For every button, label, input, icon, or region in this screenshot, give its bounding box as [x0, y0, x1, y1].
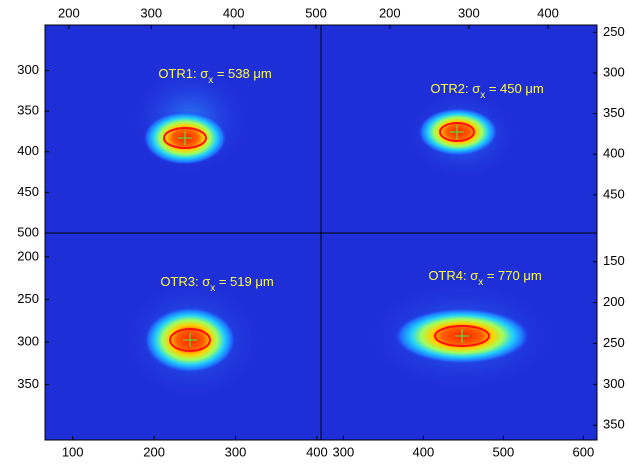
- y-tick-label: 400: [17, 143, 39, 158]
- x-tick-label: 200: [379, 5, 401, 20]
- x-tick-label: 100: [62, 444, 84, 459]
- y-tick-label: 350: [17, 103, 39, 118]
- x-tick-label: 600: [573, 444, 595, 459]
- annotation-suffix: = 770 μm: [483, 268, 541, 283]
- fit-ellipse: [169, 328, 211, 352]
- x-tick-label: 500: [493, 444, 515, 459]
- centroid: [455, 329, 469, 343]
- annotation-subscript: x: [480, 90, 485, 101]
- x-tick-label: 400: [537, 5, 559, 20]
- y-tick-label: 500: [17, 224, 39, 239]
- x-tick-label: 300: [140, 5, 162, 20]
- y-tick-label: 450: [17, 184, 39, 199]
- y-tick-label: 200: [603, 294, 625, 309]
- annotation-suffix: = 450 μm: [485, 81, 543, 96]
- y-tick-label: 300: [17, 62, 39, 77]
- y-tick-label: 300: [603, 376, 625, 391]
- y-tick-label: 300: [17, 333, 39, 348]
- x-tick-label: 400: [413, 444, 435, 459]
- annotation-prefix: OTR3: σ: [160, 274, 210, 289]
- annotation-suffix: = 538 μm: [213, 66, 271, 81]
- y-tick-label: 250: [17, 291, 39, 306]
- fit-ellipse: [439, 122, 475, 142]
- y-tick-label: 350: [603, 105, 625, 120]
- y-tick-label: 150: [603, 253, 625, 268]
- annotation: OTR4: σx = 770 μm: [428, 268, 541, 287]
- annotation: OTR3: σx = 519 μm: [160, 274, 273, 293]
- annotation-suffix: = 519 μm: [215, 274, 273, 289]
- x-tick-label: 300: [225, 444, 247, 459]
- annotation-prefix: OTR2: σ: [430, 81, 480, 96]
- y-tick-label: 350: [17, 376, 39, 391]
- fit-ellipse: [163, 127, 207, 149]
- annotation: OTR1: σx = 538 μm: [158, 66, 271, 85]
- x-tick-label: 400: [223, 5, 245, 20]
- x-tick-label: 200: [58, 5, 80, 20]
- y-tick-label: 350: [603, 417, 625, 432]
- x-tick-label: 300: [458, 5, 480, 20]
- centroid: [178, 131, 192, 145]
- y-tick-label: 250: [603, 335, 625, 350]
- y-tick-label: 200: [17, 248, 39, 263]
- y-tick-label: 400: [603, 146, 625, 161]
- annotation: OTR2: σx = 450 μm: [430, 81, 543, 100]
- x-tick-label: 200: [143, 444, 165, 459]
- annotation-subscript: x: [478, 277, 483, 288]
- fit-ellipse: [434, 325, 490, 347]
- x-tick-label: 400: [306, 444, 328, 459]
- beam-spots: [122, 65, 557, 400]
- annotation-prefix: OTR1: σ: [158, 66, 208, 81]
- centroid: [183, 333, 197, 347]
- x-tick-label: 300: [333, 444, 355, 459]
- y-tick-label: 450: [603, 186, 625, 201]
- y-tick-label: 300: [603, 64, 625, 79]
- annotation-subscript: x: [210, 283, 215, 294]
- y-tick-label: 250: [603, 24, 625, 39]
- annotation-prefix: OTR4: σ: [428, 268, 478, 283]
- centroid: [450, 125, 464, 139]
- annotation-subscript: x: [208, 75, 213, 86]
- x-tick-label: 500: [305, 5, 327, 20]
